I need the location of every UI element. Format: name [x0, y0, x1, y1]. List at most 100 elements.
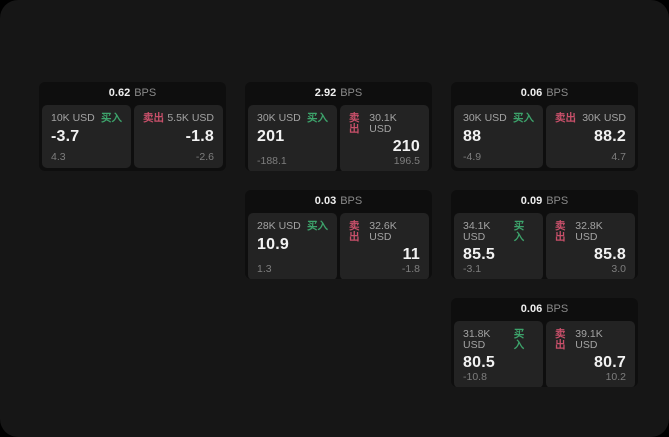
sell-panel[interactable]: 卖出 32.8K USD 85.8 3.0 — [546, 213, 635, 279]
buy-panel-top: 30K USD 买入 — [463, 113, 534, 124]
spread-value: 0.03 — [314, 195, 337, 207]
quote-panels: 28K USD 买入 10.9 1.3 卖出 32.6K USD 11 -1.8 — [245, 213, 432, 279]
sell-panel[interactable]: 卖出 5.5K USD -1.8 -2.6 — [134, 105, 223, 168]
sell-side-label: 卖出 — [349, 112, 360, 135]
sell-panel-top: 卖出 32.6K USD — [349, 221, 420, 242]
quote-card: 2.92 BPS 30K USD 买入 201 -188.1 卖出 30.1K … — [245, 82, 432, 171]
buy-sub-value: -4.9 — [463, 150, 482, 163]
sell-side-label: 卖出 — [555, 220, 566, 243]
sell-volume: 30K USD — [582, 112, 626, 124]
spread-value: 2.92 — [314, 87, 337, 99]
buy-panel[interactable]: 28K USD 买入 10.9 1.3 — [248, 213, 337, 279]
buy-sub-value: 1.3 — [257, 262, 272, 275]
buy-panel-top: 28K USD 买入 — [257, 221, 328, 232]
sell-volume: 32.6K USD — [369, 220, 397, 243]
buy-volume: 10K USD — [51, 112, 95, 124]
sell-volume: 5.5K USD — [167, 112, 214, 124]
sell-panel[interactable]: 卖出 32.6K USD 11 -1.8 — [340, 213, 429, 279]
buy-side-label: 买入 — [101, 112, 122, 124]
sell-panel-top: 卖出 30K USD — [555, 113, 626, 124]
buy-side-label: 买入 — [307, 112, 328, 124]
sell-side-label: 卖出 — [143, 112, 164, 124]
buy-panel-top: 30K USD 买入 — [257, 113, 328, 124]
sell-price: 80.7 — [594, 354, 626, 371]
spread-header: 0.09 BPS — [451, 190, 638, 213]
spread-value: 0.09 — [520, 195, 543, 207]
sell-price: 210 — [392, 138, 420, 155]
buy-side-label: 买入 — [513, 112, 534, 124]
spread-header: 0.62 BPS — [39, 82, 226, 105]
sell-side-label: 卖出 — [555, 112, 576, 124]
buy-price: 85.5 — [463, 246, 495, 263]
buy-side-label: 买入 — [513, 328, 525, 351]
sell-price: 85.8 — [594, 246, 626, 263]
spread-unit-label: BPS — [340, 195, 363, 207]
sell-panel[interactable]: 卖出 30.1K USD 210 196.5 — [340, 105, 429, 171]
quote-card: 0.09 BPS 34.1K USD 买入 85.5 -3.1 卖出 32.8K… — [451, 190, 638, 279]
sell-price: 11 — [402, 246, 420, 263]
sell-panel-top: 卖出 5.5K USD — [143, 113, 214, 124]
sell-sub-value: 4.7 — [611, 150, 626, 163]
buy-panel[interactable]: 30K USD 买入 88 -4.9 — [454, 105, 543, 168]
sell-volume: 32.8K USD — [575, 220, 603, 243]
buy-volume: 30K USD — [463, 112, 507, 124]
buy-sub-value: -10.8 — [463, 370, 487, 383]
sell-sub-value: -1.8 — [401, 262, 420, 275]
buy-price: -3.7 — [51, 127, 80, 145]
quote-card: 0.03 BPS 28K USD 买入 10.9 1.3 卖出 32.6K US… — [245, 190, 432, 279]
buy-side-label: 买入 — [513, 220, 525, 243]
sell-price: -1.8 — [185, 127, 214, 145]
spread-header: 0.06 BPS — [451, 298, 638, 321]
buy-panel[interactable]: 30K USD 买入 201 -188.1 — [248, 105, 337, 171]
quote-card: 0.06 BPS 30K USD 买入 88 -4.9 卖出 30K USD 8… — [451, 82, 638, 171]
spread-value: 0.06 — [520, 303, 543, 315]
sell-sub-value: 3.0 — [611, 262, 626, 275]
sell-price: 88.2 — [594, 127, 626, 145]
buy-volume: 30K USD — [257, 112, 301, 124]
buy-panel-top: 10K USD 买入 — [51, 113, 122, 124]
sell-sub-value: -2.6 — [195, 150, 214, 163]
quote-panels: 34.1K USD 买入 85.5 -3.1 卖出 32.8K USD 85.8… — [451, 213, 638, 279]
spread-header: 0.03 BPS — [245, 190, 432, 213]
buy-sub-value: -188.1 — [257, 154, 287, 167]
buy-sub-value: -3.1 — [463, 262, 482, 275]
spread-unit-label: BPS — [340, 87, 363, 99]
spread-unit-label: BPS — [134, 87, 157, 99]
buy-panel-top: 31.8K USD 买入 — [463, 329, 534, 350]
sell-panel-top: 卖出 30.1K USD — [349, 113, 420, 134]
sell-panel-top: 卖出 39.1K USD — [555, 329, 626, 350]
sell-panel-top: 卖出 32.8K USD — [555, 221, 626, 242]
quote-panels: 30K USD 买入 201 -188.1 卖出 30.1K USD 210 1… — [245, 105, 432, 171]
buy-volume: 31.8K USD — [463, 328, 491, 351]
quote-card: 0.06 BPS 31.8K USD 买入 80.5 -10.8 卖出 39.1… — [451, 298, 638, 387]
buy-panel[interactable]: 34.1K USD 买入 85.5 -3.1 — [454, 213, 543, 279]
buy-sub-value: 4.3 — [51, 150, 66, 163]
sell-panel[interactable]: 卖出 39.1K USD 80.7 10.2 — [546, 321, 635, 387]
quote-card: 0.62 BPS 10K USD 买入 -3.7 4.3 卖出 5.5K USD… — [39, 82, 226, 171]
buy-price: 80.5 — [463, 354, 495, 371]
buy-price: 201 — [257, 127, 285, 145]
spread-unit-label: BPS — [546, 195, 569, 207]
quote-panels: 31.8K USD 买入 80.5 -10.8 卖出 39.1K USD 80.… — [451, 321, 638, 387]
spread-header: 0.06 BPS — [451, 82, 638, 105]
quote-panels: 10K USD 买入 -3.7 4.3 卖出 5.5K USD -1.8 -2.… — [39, 105, 226, 171]
sell-sub-value: 196.5 — [393, 154, 420, 167]
buy-volume: 34.1K USD — [463, 220, 491, 243]
buy-side-label: 买入 — [307, 220, 328, 232]
buy-panel[interactable]: 10K USD 买入 -3.7 4.3 — [42, 105, 131, 168]
buy-price: 88 — [463, 127, 482, 145]
buy-panel-top: 34.1K USD 买入 — [463, 221, 534, 242]
buy-panel[interactable]: 31.8K USD 买入 80.5 -10.8 — [454, 321, 543, 387]
sell-volume: 39.1K USD — [575, 328, 603, 351]
sell-panel[interactable]: 卖出 30K USD 88.2 4.7 — [546, 105, 635, 168]
spread-value: 0.06 — [520, 87, 543, 99]
quote-cards-grid: 0.62 BPS 10K USD 买入 -3.7 4.3 卖出 5.5K USD… — [39, 82, 638, 387]
buy-price: 10.9 — [257, 235, 289, 253]
sell-sub-value: 10.2 — [605, 370, 626, 383]
sell-volume: 30.1K USD — [369, 112, 397, 135]
quote-panels: 30K USD 买入 88 -4.9 卖出 30K USD 88.2 4.7 — [451, 105, 638, 171]
spread-unit-label: BPS — [546, 303, 569, 315]
spread-unit-label: BPS — [546, 87, 569, 99]
sell-side-label: 卖出 — [349, 220, 360, 243]
